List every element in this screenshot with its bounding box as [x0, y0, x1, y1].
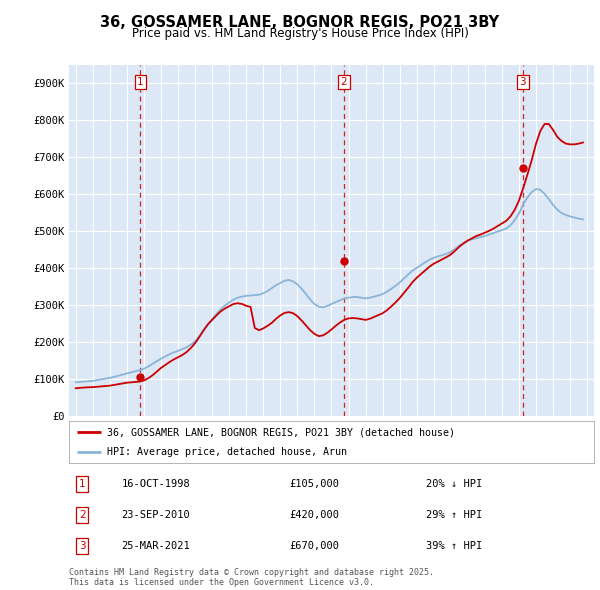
- Text: 1: 1: [137, 77, 144, 87]
- Text: £670,000: £670,000: [290, 541, 340, 551]
- Text: 2: 2: [79, 510, 85, 520]
- Text: Contains HM Land Registry data © Crown copyright and database right 2025.
This d: Contains HM Land Registry data © Crown c…: [69, 568, 434, 587]
- Text: Price paid vs. HM Land Registry's House Price Index (HPI): Price paid vs. HM Land Registry's House …: [131, 27, 469, 40]
- Text: 20% ↓ HPI: 20% ↓ HPI: [426, 478, 482, 489]
- Text: £420,000: £420,000: [290, 510, 340, 520]
- Text: 29% ↑ HPI: 29% ↑ HPI: [426, 510, 482, 520]
- Text: 36, GOSSAMER LANE, BOGNOR REGIS, PO21 3BY: 36, GOSSAMER LANE, BOGNOR REGIS, PO21 3B…: [100, 15, 500, 30]
- Text: 3: 3: [520, 77, 526, 87]
- Text: 39% ↑ HPI: 39% ↑ HPI: [426, 541, 482, 551]
- Text: 23-SEP-2010: 23-SEP-2010: [121, 510, 190, 520]
- Text: 2: 2: [341, 77, 347, 87]
- Text: HPI: Average price, detached house, Arun: HPI: Average price, detached house, Arun: [107, 447, 347, 457]
- Text: 3: 3: [79, 541, 85, 551]
- Text: £105,000: £105,000: [290, 478, 340, 489]
- Text: 16-OCT-1998: 16-OCT-1998: [121, 478, 190, 489]
- Text: 1: 1: [79, 478, 85, 489]
- Text: 25-MAR-2021: 25-MAR-2021: [121, 541, 190, 551]
- Text: 36, GOSSAMER LANE, BOGNOR REGIS, PO21 3BY (detached house): 36, GOSSAMER LANE, BOGNOR REGIS, PO21 3B…: [107, 427, 455, 437]
